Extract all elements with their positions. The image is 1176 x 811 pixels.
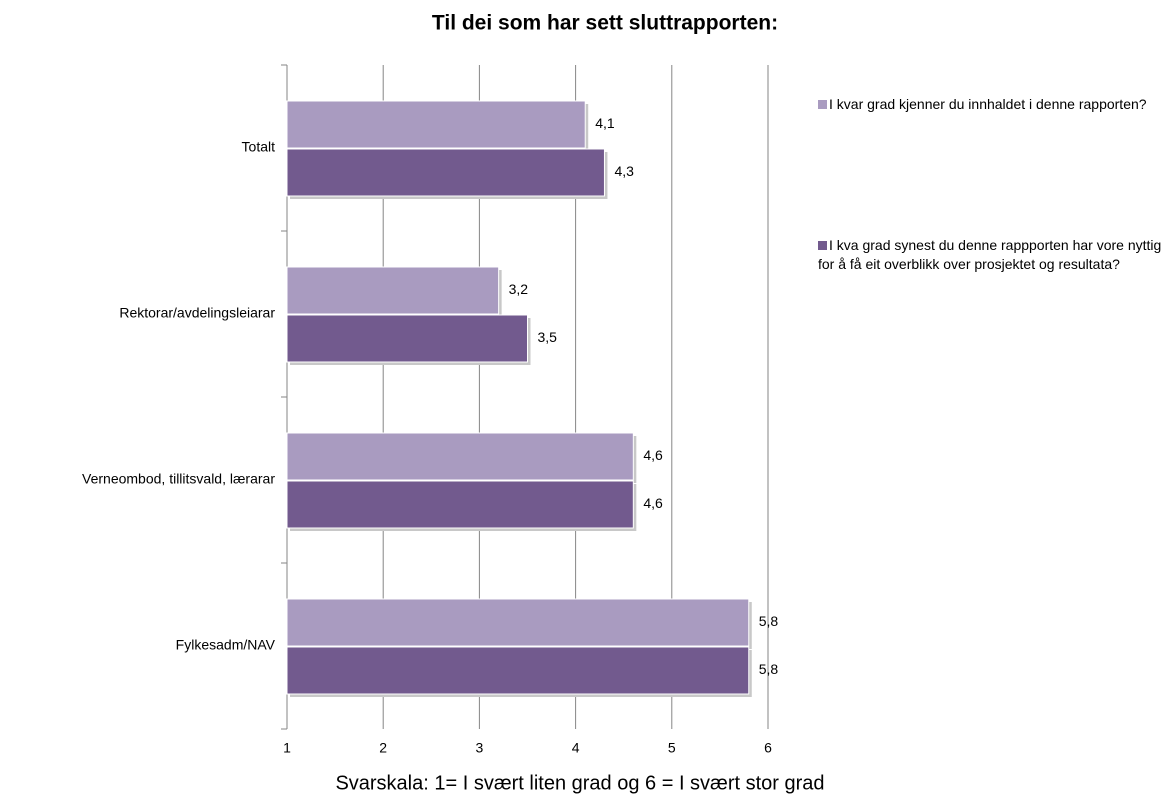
bar: [286, 148, 605, 197]
bar: [286, 100, 586, 149]
bar: [286, 266, 500, 315]
x-tick-label: 3: [476, 740, 484, 756]
x-tick-label: 4: [572, 740, 580, 756]
data-label: 4,3: [614, 163, 634, 179]
data-label: 5,8: [759, 661, 779, 677]
legend-label: I kva grad synest du denne rappporten ha…: [818, 237, 1162, 272]
y-tick-label: Totalt: [242, 139, 276, 155]
x-axis-label: Svarskala: 1= I svært liten grad og 6 = …: [335, 772, 824, 794]
data-label: 3,2: [509, 281, 529, 297]
data-label: 3,5: [538, 329, 558, 345]
legend-entry: I kva grad synest du denne rappporten ha…: [818, 236, 1174, 274]
y-tick-label: Verneombod, tillitsvald, lærarar: [82, 471, 275, 487]
bar: [286, 480, 634, 529]
data-label: 4,6: [643, 495, 663, 511]
x-tick-label: 1: [283, 740, 291, 756]
legend-swatch: [818, 100, 827, 109]
legend-entry: I kvar grad kjenner du innhaldet i denne…: [818, 95, 1174, 114]
y-tick-label: Rektorar/avdelingsleiarar: [119, 305, 275, 321]
x-tick-label: 2: [379, 740, 387, 756]
chart-title: Til dei som har sett sluttrapporten:: [432, 12, 778, 35]
x-tick-label: 5: [668, 740, 676, 756]
data-label: 4,6: [643, 447, 663, 463]
legend-swatch: [818, 241, 827, 250]
data-label: 4,1: [595, 115, 615, 131]
legend-label: I kvar grad kjenner du innhaldet i denne…: [829, 96, 1147, 112]
bar: [286, 598, 750, 647]
y-tick-label: Fylkesadm/NAV: [176, 637, 276, 653]
bar: [286, 646, 750, 695]
bar: [286, 432, 634, 481]
x-tick-label: 6: [764, 740, 772, 756]
data-label: 5,8: [759, 613, 779, 629]
bar: [286, 314, 528, 363]
